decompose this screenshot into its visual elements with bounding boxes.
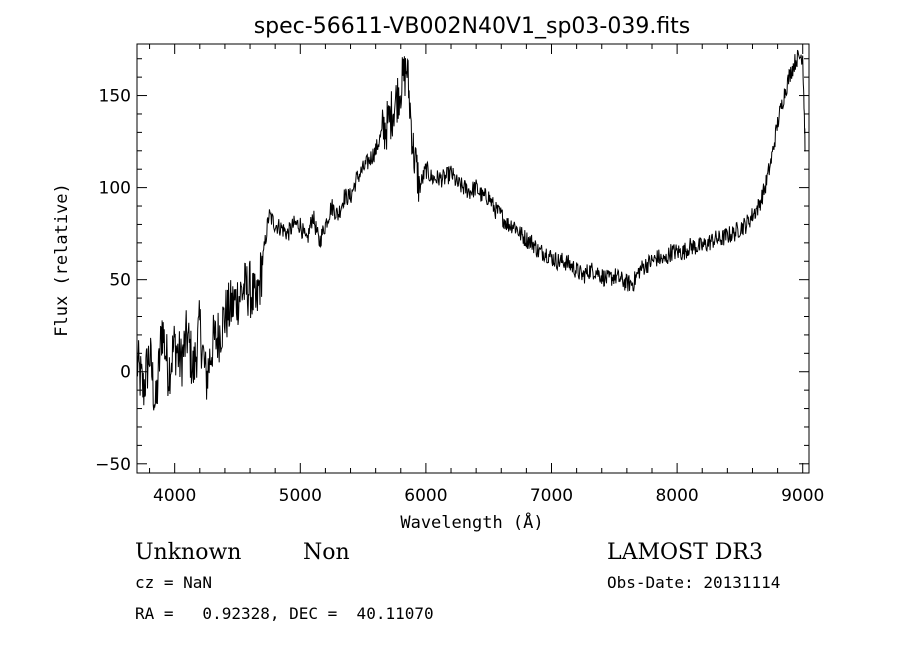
y-tick-label: 50 — [109, 271, 131, 291]
obs-date-label: Obs-Date: 20131114 — [607, 573, 780, 592]
y-tick-label: 0 — [120, 363, 131, 383]
y-axis-label: Flux (relative) — [52, 183, 72, 337]
x-tick-label: 9000 — [781, 486, 824, 506]
y-tick-label: 100 — [99, 179, 131, 199]
survey-label: LAMOST DR3 — [607, 540, 763, 565]
x-tick-label: 8000 — [655, 486, 698, 506]
y-tick-label: −50 — [95, 455, 131, 475]
x-tick-label: 5000 — [279, 486, 322, 506]
plot-frame — [136, 43, 810, 474]
redshift-label: cz = NaN — [135, 573, 212, 592]
chart-title: spec-56611-VB002N40V1_sp03-039.fits — [254, 14, 691, 39]
coordinates-label: RA = 0.92328, DEC = 40.11070 — [135, 604, 434, 623]
object-subclass: Non — [303, 540, 350, 565]
y-tick-label: 150 — [99, 87, 131, 107]
x-tick-label: 6000 — [404, 486, 447, 506]
spectrum-line — [136, 49, 806, 411]
object-class: Unknown — [135, 540, 241, 565]
series-layer — [136, 49, 806, 411]
x-tick-label: 4000 — [153, 486, 196, 506]
x-axis-ticks: 4000 5000 6000 7000 8000 9000 — [149, 44, 824, 506]
x-tick-label: 7000 — [530, 486, 573, 506]
x-axis-label: Wavelength (Å) — [400, 511, 543, 533]
y-axis-ticks: −50 0 50 100 150 — [95, 58, 809, 475]
